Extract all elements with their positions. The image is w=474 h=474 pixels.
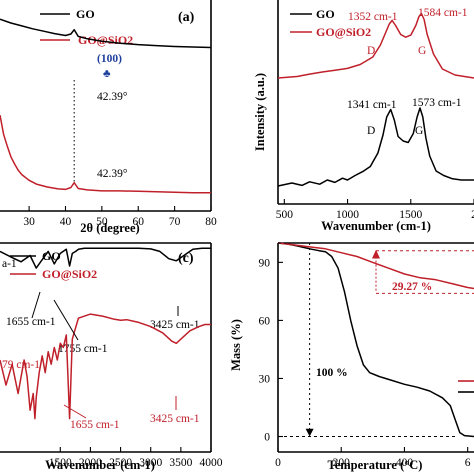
tga-x-tick-label: 6	[465, 457, 471, 469]
raman-panel: GO GO@SiO2 1352 cm-1 1584 cm-1 D G 1341 …	[253, 0, 474, 233]
raman-legend-go-label: GO	[316, 7, 335, 21]
raman-go-sio2-g-label: G	[418, 45, 426, 57]
tga-go-loss-label: 100 %	[316, 367, 348, 379]
raman-x-axis-title: Wavenumber (cm-1)	[321, 219, 431, 233]
tga-y-tick-label: 30	[259, 373, 271, 385]
xrd-peak-marker-icon: ♣	[103, 68, 111, 80]
xrd-panel-letter: (a)	[178, 10, 195, 25]
ftir-go-sio2-1079-label: 79 cm-1	[2, 359, 40, 371]
tga-panel: 29.27 % 100 % Mass (%) Temperature (°C) …	[229, 242, 474, 472]
xrd-series-go-line	[0, 18, 212, 49]
ftir-panel-letter: (c)	[178, 251, 194, 266]
ftir-x-axis-title: Wavenumber (cm-1)	[45, 458, 155, 472]
tga-y-tick-label: 90	[259, 257, 271, 269]
raman-go-d-value: 1341 cm-1	[347, 99, 397, 111]
tga-x-tick-label: 400	[396, 457, 414, 469]
ftir-go-3425-label: 3425 cm-1	[150, 319, 200, 331]
ftir-x-tick-label: 2000	[79, 457, 102, 469]
raman-go-d-label: D	[367, 125, 375, 137]
tga-sio2-loss-arrow-head	[372, 249, 380, 259]
tga-x-axis-title: Temperature (°C)	[328, 458, 423, 472]
xrd-x-axis-title: 2θ (degree)	[80, 221, 139, 235]
tga-y-tick-label: 0	[264, 432, 270, 444]
raman-series-go-line	[277, 107, 474, 187]
ftir-series-go-line	[0, 247, 211, 269]
xrd-x-tick-label: 50	[96, 216, 108, 228]
raman-go-sio2-d-value: 1352 cm-1	[348, 11, 398, 23]
ftir-panel: a-1 GO GO@SiO2 (c) 1655 cm-1 1755 cm-1 3…	[0, 242, 223, 472]
ftir-series-go-sio2-line	[0, 313, 211, 420]
ftir-go-1755-label: 1755 cm-1	[58, 343, 108, 355]
xrd-peak-index-label: (100)	[97, 53, 122, 65]
ftir-x-tick-label: 4000	[200, 457, 223, 469]
tga-x-tick-label: 200	[333, 457, 351, 469]
ftir-x-tick-label: 2500	[109, 457, 132, 469]
tga-series-go-line	[277, 242, 474, 438]
ftir-go-sio2-1655-label: 1655 cm-1	[70, 419, 120, 431]
xrd-panel: GO GO@SiO2 (a) (100) ♣ 42.39° 42.39° 2θ …	[0, 0, 217, 235]
xrd-legend-go-sio2-label: GO@SiO2	[78, 33, 133, 47]
xrd-go-peak-label: 42.39°	[97, 91, 128, 103]
tga-go-loss-arrow-head	[305, 428, 314, 437]
raman-go-sio2-d-label: D	[367, 45, 375, 57]
ftir-legend-go-sio2-label: GO@SiO2	[42, 267, 97, 281]
ftir-go-1755-leader	[53, 299, 79, 341]
raman-y-axis-title: Intensity (a.u.)	[253, 73, 267, 151]
tga-x-tick-label: 0	[275, 457, 281, 469]
ftir-go-sio2-1655-leader	[63, 404, 87, 419]
raman-go-g-value: 1573 cm-1	[412, 97, 462, 109]
raman-go-sio2-g-value: 1584 cm-1	[418, 7, 468, 19]
xrd-legend-go-label: GO	[76, 7, 95, 21]
raman-x-tick-label: 500	[276, 209, 294, 221]
xrd-x-tick-label: 30	[23, 216, 35, 228]
tga-y-tick-label: 60	[259, 315, 271, 327]
ftir-go-sio2-3425-label: 3425 cm-1	[150, 413, 200, 425]
ftir-cropped-label: a-1	[2, 258, 17, 270]
ftir-go-1655-label: 1655 cm-1	[6, 316, 56, 328]
raman-x-tick-label: 1000	[336, 209, 359, 221]
raman-go-g-label: G	[415, 125, 423, 137]
tga-go-sio2-loss-label: 29.27 %	[392, 281, 432, 293]
tga-series-go-sio2-line	[277, 242, 474, 290]
raman-x-tick-label: 2	[471, 209, 474, 221]
ftir-x-tick-label: 3000	[139, 457, 162, 469]
xrd-x-tick-label: 80	[205, 216, 217, 228]
ftir-x-tick-label: 1500	[49, 457, 72, 469]
ftir-go-1655-leader	[31, 291, 41, 319]
tga-y-axis-title: Mass (%)	[229, 319, 243, 371]
raman-series-go-sio2-line	[277, 12, 474, 79]
xrd-go-sio2-peak-label: 42.39°	[97, 168, 128, 180]
ftir-x-tick-label: 3500	[169, 457, 192, 469]
xrd-x-tick-label: 60	[132, 216, 144, 228]
xrd-x-tick-label: 40	[60, 216, 72, 228]
xrd-series-go-sio2-line	[0, 114, 211, 194]
raman-legend-go-sio2-label: GO@SiO2	[316, 25, 371, 39]
raman-x-tick-label: 1500	[399, 209, 422, 221]
xrd-x-tick-label: 70	[169, 216, 181, 228]
